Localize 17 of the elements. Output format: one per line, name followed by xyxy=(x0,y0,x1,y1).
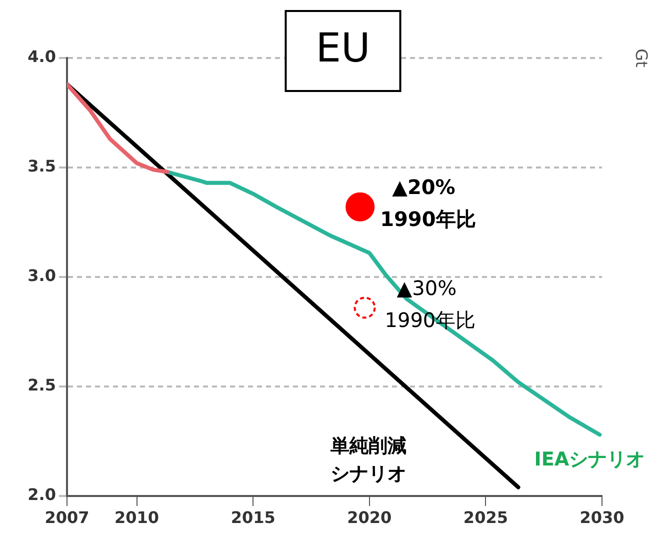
x-tick-label: 2030 xyxy=(580,508,624,527)
y-tick-label: 2.0 xyxy=(28,485,56,504)
series-label: IEAシナリオ xyxy=(534,448,646,471)
annotation: ▲30% 1990年比 xyxy=(384,276,476,332)
x-tick-label: 2025 xyxy=(463,508,508,527)
y-tick-label: 4.0 xyxy=(28,47,56,66)
chart-title: EU xyxy=(316,25,370,72)
y-axis-title: Gt xyxy=(632,48,651,68)
series-label: 単純削減シナリオ xyxy=(329,435,406,486)
x-tick-label: 2007 xyxy=(44,508,90,527)
y-tick-label: 3.5 xyxy=(28,156,56,176)
x-tick-label: 2015 xyxy=(230,508,276,527)
y-tick-label: 3.0 xyxy=(28,266,56,286)
y-tick-label: 2.5 xyxy=(28,376,56,395)
x-tick-label: 2020 xyxy=(347,508,392,527)
x-tick-label: 2010 xyxy=(114,508,160,527)
annotation: ▲20% 1990年比 xyxy=(380,175,476,232)
